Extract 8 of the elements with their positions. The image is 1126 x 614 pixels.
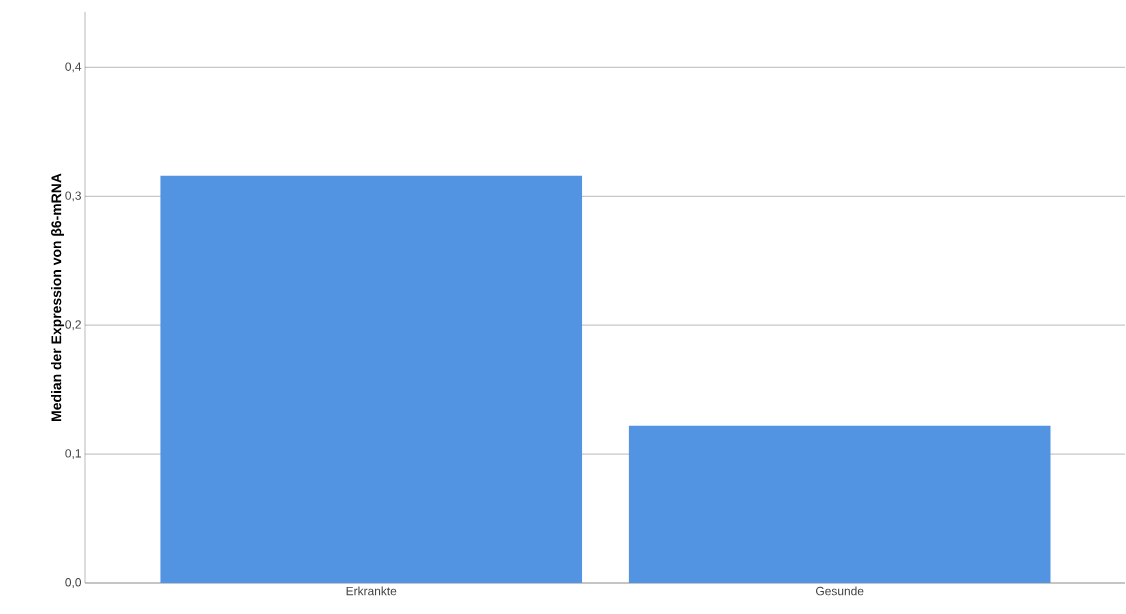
y-tick-label: 0,2 bbox=[65, 320, 81, 331]
y-tick-label: 0,3 bbox=[65, 191, 81, 202]
x-tick-label: Erkrankte bbox=[346, 586, 397, 596]
y-tick-label: 0,4 bbox=[65, 62, 82, 73]
x-tick-label: Gesunde bbox=[816, 586, 864, 596]
y-tick-label: 0,1 bbox=[65, 449, 81, 460]
y-tick-label: 0,0 bbox=[65, 578, 82, 588]
y-axis-title: Median der Expression von β6-mRNA bbox=[51, 173, 65, 421]
